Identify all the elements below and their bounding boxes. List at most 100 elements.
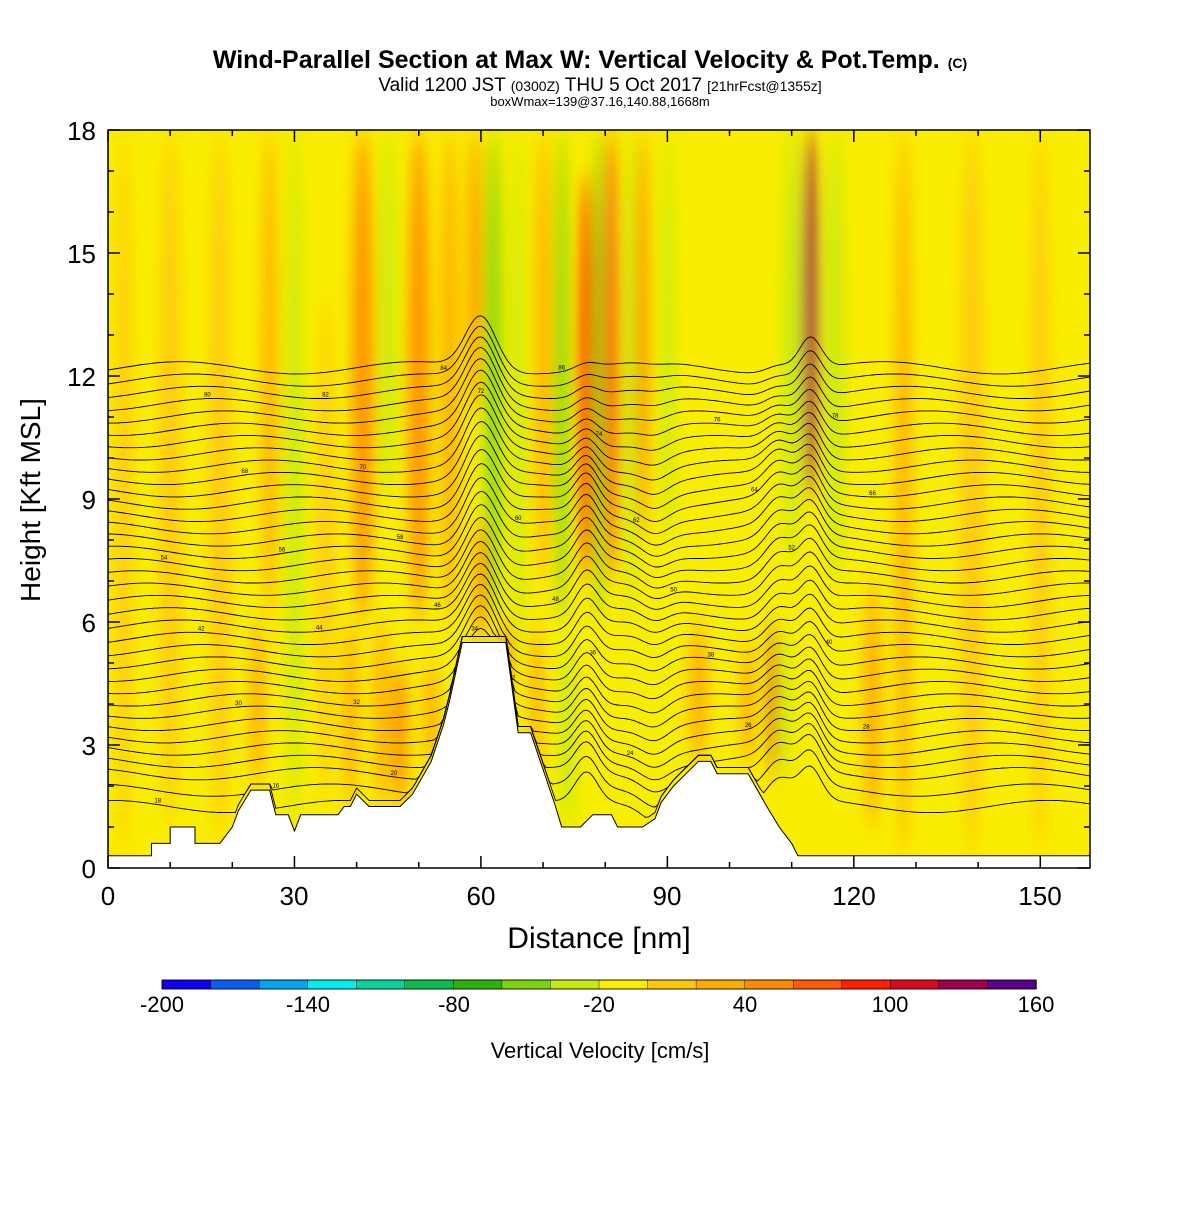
theta-contour bbox=[108, 627, 1090, 700]
theta-contour bbox=[108, 635, 1090, 742]
colorbar-frame bbox=[161, 979, 1037, 990]
colorbar-tick-label: -200 bbox=[140, 992, 184, 1017]
velocity-cell bbox=[560, 642, 576, 827]
velocity-cell bbox=[115, 130, 132, 856]
colorbar-swatches bbox=[161, 979, 1037, 990]
theta-contour-label: 74 bbox=[596, 432, 603, 438]
theta-contour bbox=[108, 449, 1090, 522]
colorbar-swatch bbox=[987, 979, 1037, 990]
theta-contour-label: 48 bbox=[552, 597, 559, 603]
y-tick-label: 9 bbox=[82, 485, 96, 515]
theta-contour bbox=[108, 407, 1090, 481]
theta-contour bbox=[108, 477, 1090, 546]
theta-contour-label: 24 bbox=[627, 751, 634, 757]
velocity-cell bbox=[578, 171, 595, 581]
theta-contour-label: 50 bbox=[670, 588, 677, 594]
velocity-cell bbox=[440, 130, 460, 622]
colorbar-tick-label: 40 bbox=[733, 992, 757, 1017]
theta-contour bbox=[108, 616, 1090, 686]
theta-contour-label: 52 bbox=[788, 546, 795, 552]
colorbar-swatch bbox=[550, 979, 600, 990]
velocity-cell bbox=[1030, 130, 1050, 856]
velocity-cell bbox=[636, 130, 649, 540]
velocity-cell bbox=[603, 130, 620, 581]
theta-contour-label: 46 bbox=[434, 603, 441, 609]
y-axis-label: Height [Kft MSL] bbox=[15, 398, 46, 602]
colorbar-swatch bbox=[793, 979, 843, 990]
velocity-cell bbox=[782, 130, 801, 561]
velocity-cell bbox=[351, 130, 374, 622]
colorbar-tick-label: 100 bbox=[872, 992, 909, 1017]
theta-contour-label: 18 bbox=[154, 799, 161, 805]
theta-contour bbox=[108, 421, 1090, 495]
chart-title: Wind-Parallel Section at Max W: Vertical… bbox=[213, 46, 967, 74]
theta-contour bbox=[108, 315, 1090, 375]
colorbar-label: Vertical Velocity [cm/s] bbox=[491, 1038, 710, 1063]
theta-contour-label: 30 bbox=[235, 701, 242, 707]
theta-contour-label: 38 bbox=[708, 652, 715, 658]
theta-contour bbox=[108, 605, 1090, 672]
theta-contour bbox=[108, 381, 1090, 451]
theta-contour-label: 16 bbox=[272, 783, 279, 789]
velocity-cell bbox=[959, 130, 985, 856]
theta-contour bbox=[108, 583, 1090, 646]
theta-contour bbox=[108, 635, 1090, 781]
theta-contour-label: 72 bbox=[478, 389, 485, 395]
colorbar-swatch bbox=[307, 979, 357, 990]
theta-contour-label: 28 bbox=[863, 724, 870, 730]
colorbar-swatch bbox=[501, 979, 552, 990]
theta-contour bbox=[108, 540, 1090, 599]
theta-contour-label: 36 bbox=[589, 650, 596, 656]
theta-contour bbox=[108, 504, 1090, 568]
theta-contour bbox=[108, 635, 1090, 768]
theta-contour-label: 20 bbox=[391, 771, 398, 777]
subtitle-valid-time: Valid 1200 JST bbox=[378, 75, 506, 96]
subtitle-forecast: [21hrFcst@1355z] bbox=[707, 78, 822, 94]
colorbar: -200 -140 -80 -20 40 100 160 Vertical Ve… bbox=[140, 979, 1055, 1063]
velocity-cell bbox=[895, 130, 912, 856]
x-tick-marks bbox=[107, 130, 1042, 868]
colorbar-swatch bbox=[744, 979, 794, 990]
theta-contour-label: 26 bbox=[745, 723, 752, 729]
velocity-cell bbox=[423, 663, 439, 766]
theta-contour-label: 64 bbox=[751, 487, 758, 493]
x-tick-label: 0 bbox=[101, 881, 115, 911]
velocity-cell bbox=[261, 130, 278, 622]
theta-contour bbox=[108, 635, 1090, 793]
theta-contour bbox=[108, 490, 1090, 557]
velocity-cell bbox=[317, 294, 334, 807]
colorbar-swatch bbox=[453, 979, 503, 990]
theta-contour-label: 76 bbox=[714, 417, 721, 423]
colorbar-swatch bbox=[404, 979, 455, 990]
colorbar-tick-label: -80 bbox=[438, 992, 470, 1017]
velocity-cell bbox=[825, 130, 845, 581]
y-tick-label: 3 bbox=[82, 731, 96, 761]
theta-contour-label: 32 bbox=[353, 700, 360, 706]
terrain bbox=[108, 642, 1090, 868]
theta-contour bbox=[108, 347, 1090, 412]
x-tick-label: 90 bbox=[653, 881, 682, 911]
colorbar-tick-label: 160 bbox=[1018, 992, 1055, 1017]
velocity-cell bbox=[474, 519, 488, 643]
y-tick-label: 18 bbox=[67, 116, 96, 146]
velocity-cell bbox=[485, 130, 502, 622]
colorbar-swatch bbox=[647, 979, 697, 990]
colorbar-swatch bbox=[695, 979, 746, 990]
theta-contour bbox=[108, 573, 1090, 633]
colorbar-swatch bbox=[841, 979, 892, 990]
theta-contour bbox=[108, 529, 1090, 589]
theta-contour bbox=[108, 463, 1090, 535]
x-tick-label: 30 bbox=[280, 881, 309, 911]
colorbar-tick-label: -20 bbox=[583, 992, 615, 1017]
theta-contour-label: 80 bbox=[204, 393, 211, 399]
theta-contour bbox=[108, 635, 1090, 714]
velocity-cell bbox=[208, 130, 231, 844]
theta-contour-label: 54 bbox=[161, 556, 168, 562]
velocity-cell bbox=[342, 622, 359, 807]
velocity-cell bbox=[286, 130, 303, 827]
chart-title-main: Wind-Parallel Section at Max W: Vertical… bbox=[213, 46, 940, 74]
colorbar-tick-label: -140 bbox=[286, 992, 330, 1017]
